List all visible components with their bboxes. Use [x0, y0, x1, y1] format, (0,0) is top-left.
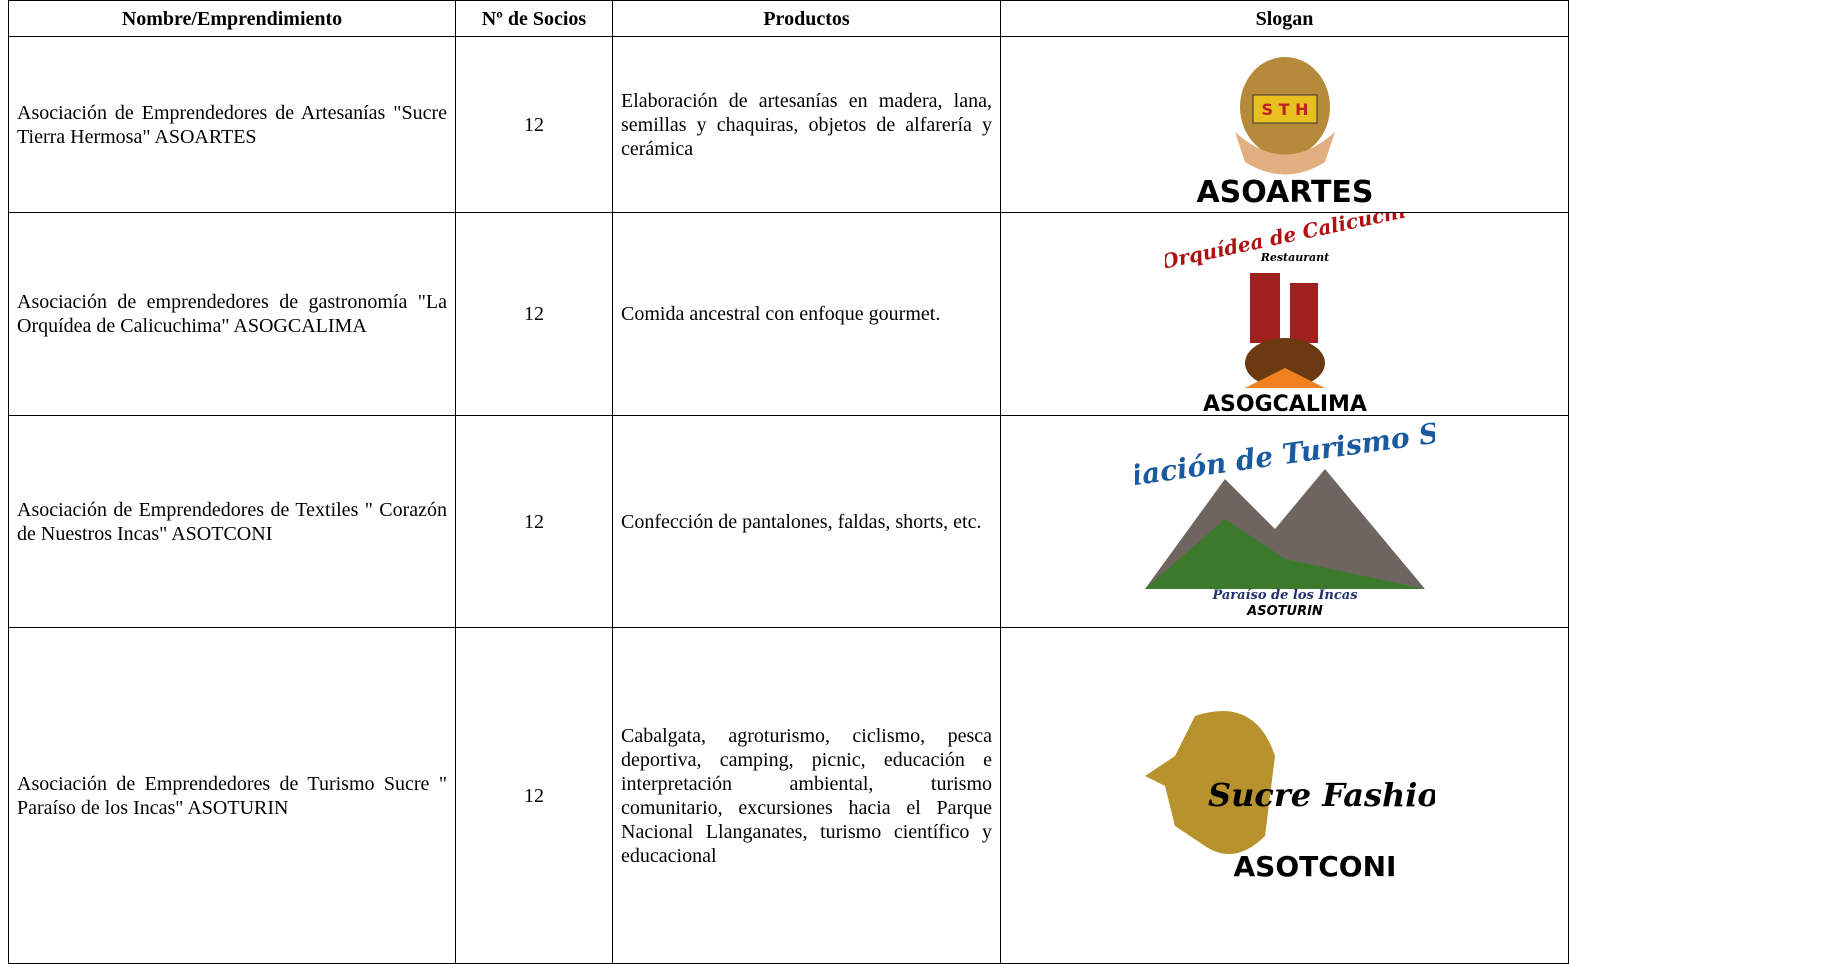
logo-shape	[1144, 519, 1425, 589]
socios-cell: 12	[455, 36, 613, 213]
logo-text: ASOTCONI	[1233, 850, 1396, 883]
logo-text: S T H	[1261, 100, 1308, 119]
productos-cell: Elaboración de artesanías en madera, lan…	[612, 36, 1001, 213]
header-cell: Nombre/Emprendimiento	[8, 0, 456, 37]
name-cell: Asociación de emprendedores de gastronom…	[8, 212, 456, 416]
productos-cell: Comida ancestral con enfoque gourmet.	[612, 212, 1001, 416]
logo-cell: S T H ASOARTES	[1000, 36, 1569, 213]
table-row: Asociación de Emprendedores de Textiles …	[8, 415, 1569, 628]
socios-cell: 12	[455, 415, 613, 628]
logo-shape	[1244, 368, 1325, 388]
logo: Sucre Fashion ASOTCONI	[1144, 710, 1435, 883]
name-cell: Asociación de Emprendedores de Artesanía…	[8, 36, 456, 213]
header-cell: Nº de Socios	[455, 0, 613, 37]
name-cell: Asociación de Emprendedores de Textiles …	[8, 415, 456, 628]
logo-text: Asociación de Turismo Sucre	[1135, 419, 1435, 503]
socios-cell: 12	[455, 627, 613, 964]
logo-text: Restaurant	[1259, 251, 1329, 264]
logo-shape	[1144, 710, 1275, 854]
logo-shape	[1234, 132, 1335, 175]
table-row: Asociación de Emprendedores de Artesanía…	[8, 36, 1569, 213]
productos-cell: Cabalgata, agroturismo, ciclismo, pesca …	[612, 627, 1001, 964]
table-row: Asociación de emprendedores de gastronom…	[8, 212, 1569, 416]
logo-cell: Sucre Fashion ASOTCONI	[1000, 627, 1569, 964]
logo-text: La Orquídea de Calicuchima	[1165, 213, 1405, 281]
logo-shape	[1244, 338, 1325, 388]
logo-text: Paraíso de los Incas	[1211, 588, 1358, 603]
table-body: Asociación de Emprendedores de Artesanía…	[8, 36, 1569, 964]
header-row: Nombre/Emprendimiento Nº de Socios Product…	[8, 0, 1569, 37]
logo-text: Sucre Fashion	[1208, 776, 1435, 814]
header-cell: Productos	[612, 0, 1001, 37]
productos-cell: Confección de pantalones, faldas, shorts…	[612, 415, 1001, 628]
logo-cell: Asociación de Turismo Sucre Paraíso de lo…	[1000, 415, 1569, 628]
logo: Asociación de Turismo Sucre Paraíso de lo…	[1135, 419, 1435, 619]
logo-text: ASOTURIN	[1246, 604, 1323, 619]
logo-shape	[1289, 283, 1318, 343]
logo-shape	[1252, 94, 1317, 124]
logo-text: ASOARTES	[1196, 175, 1373, 210]
table-row: Asociación de Emprendedores de Turismo S…	[8, 627, 1569, 964]
name-cell: Asociación de Emprendedores de Turismo S…	[8, 627, 456, 964]
header-cell: Slogan	[1000, 0, 1569, 37]
logo-shape	[1249, 273, 1280, 343]
logo: S T H ASOARTES	[1196, 57, 1373, 210]
logo-text: ASOGCALIMA	[1203, 392, 1367, 415]
socios-cell: 12	[455, 212, 613, 416]
table: Nombre/Emprendimiento Nº de Socios Product…	[8, 0, 1569, 964]
